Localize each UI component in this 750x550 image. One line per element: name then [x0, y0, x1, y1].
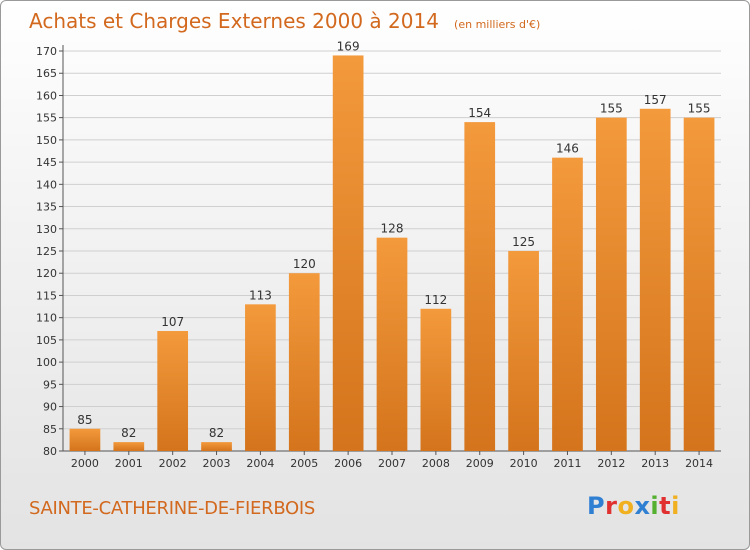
bar-2001 — [113, 442, 145, 451]
data-label: 120 — [293, 257, 316, 271]
y-tick-label: 90 — [43, 401, 57, 414]
y-tick-label: 95 — [43, 378, 57, 391]
x-tick-label: 2004 — [246, 457, 274, 470]
bar-2004 — [245, 304, 276, 451]
x-tick-label: 2010 — [510, 457, 538, 470]
x-tick-label: 2012 — [597, 457, 625, 470]
x-tick-label: 2002 — [159, 457, 187, 470]
bars — [69, 55, 715, 452]
x-tick-label: 2007 — [378, 457, 406, 470]
data-label: 146 — [556, 142, 579, 156]
y-tick-label: 135 — [36, 201, 57, 214]
y-tick-label: 125 — [36, 245, 57, 258]
proxiti-logo: Proxiti — [587, 492, 680, 520]
x-tick-label: 2006 — [334, 457, 362, 470]
bar-2014 — [683, 117, 715, 452]
y-tick-label: 160 — [36, 89, 57, 102]
data-label: 169 — [337, 39, 360, 53]
y-tick-label: 100 — [36, 356, 57, 369]
commune-name: SAINTE-CATHERINE-DE-FIERBOIS — [29, 498, 316, 519]
y-tick-label: 85 — [43, 423, 57, 436]
y-tick-label: 155 — [36, 112, 57, 125]
data-labels: 85 82 107 82 113 120 169 128 112 154 125 146 155 157 1… — [77, 39, 710, 440]
x-tick-label: 2001 — [115, 457, 143, 470]
chart-title: Achats et Charges Externes 2000 à 2014 — [29, 9, 439, 33]
y-tick-label: 140 — [36, 178, 57, 191]
data-label: 157 — [644, 93, 667, 107]
logo-letter: i — [650, 492, 660, 520]
data-label: 82 — [121, 426, 136, 440]
bar-2005 — [288, 273, 320, 451]
bar-2011 — [552, 157, 583, 451]
x-tick-label: 2009 — [466, 457, 494, 470]
y-tick-label: 115 — [36, 289, 57, 302]
x-tick-label: 2008 — [422, 457, 450, 470]
y-tick-label: 170 — [36, 45, 57, 58]
x-tick-label: 2005 — [290, 457, 318, 470]
data-label: 128 — [381, 222, 404, 236]
bar-2013 — [639, 108, 671, 452]
bar-2010 — [508, 251, 539, 451]
bar-2009 — [464, 122, 496, 451]
y-tick-label: 145 — [36, 156, 57, 169]
y-tick-label: 150 — [36, 134, 57, 147]
y-tick-label: 110 — [36, 312, 57, 325]
x-tick-label: 2014 — [685, 457, 713, 470]
x-tick-label: 2011 — [553, 457, 581, 470]
logo-letter: r — [605, 492, 618, 520]
bar-2006 — [332, 55, 364, 451]
bar-2002 — [157, 331, 189, 451]
data-label: 155 — [600, 102, 623, 116]
chart-unit: (en milliers d'€) — [454, 18, 541, 31]
y-axis-ticks: 80 85 90 95 100 105 110 115 120 125 130 135 140 145 15… — [36, 45, 721, 458]
y-tick-label: 120 — [36, 267, 57, 280]
bar-2012 — [595, 117, 627, 452]
title-row: Achats et Charges Externes 2000 à 2014 (… — [29, 9, 540, 33]
y-tick-label: 165 — [36, 67, 57, 80]
logo-letter: o — [617, 492, 635, 520]
x-tick-label: 2003 — [203, 457, 231, 470]
data-label: 125 — [512, 235, 535, 249]
y-tick-label: 80 — [43, 445, 57, 458]
data-label: 85 — [77, 413, 92, 427]
data-label: 113 — [249, 288, 272, 302]
y-tick-label: 130 — [36, 223, 57, 236]
y-tick-label: 105 — [36, 334, 57, 347]
bar-2000 — [69, 428, 101, 451]
bar-2008 — [420, 308, 452, 451]
bar-2003 — [201, 442, 232, 451]
logo-letter: i — [671, 492, 680, 520]
bar-2007 — [376, 237, 408, 451]
logo-letter: P — [587, 492, 606, 520]
x-axis-ticks: 2000 2001 2002 2003 2004 2005 2006 2007 2008 2009… — [71, 451, 713, 470]
x-tick-label: 2000 — [71, 457, 99, 470]
data-label: 112 — [424, 293, 447, 307]
data-label: 155 — [688, 102, 711, 116]
logo-letter: x — [634, 492, 651, 520]
data-label: 107 — [161, 315, 184, 329]
data-label: 154 — [468, 106, 491, 120]
data-label: 82 — [209, 426, 224, 440]
x-tick-label: 2013 — [641, 457, 669, 470]
logo-letter: t — [659, 492, 672, 520]
